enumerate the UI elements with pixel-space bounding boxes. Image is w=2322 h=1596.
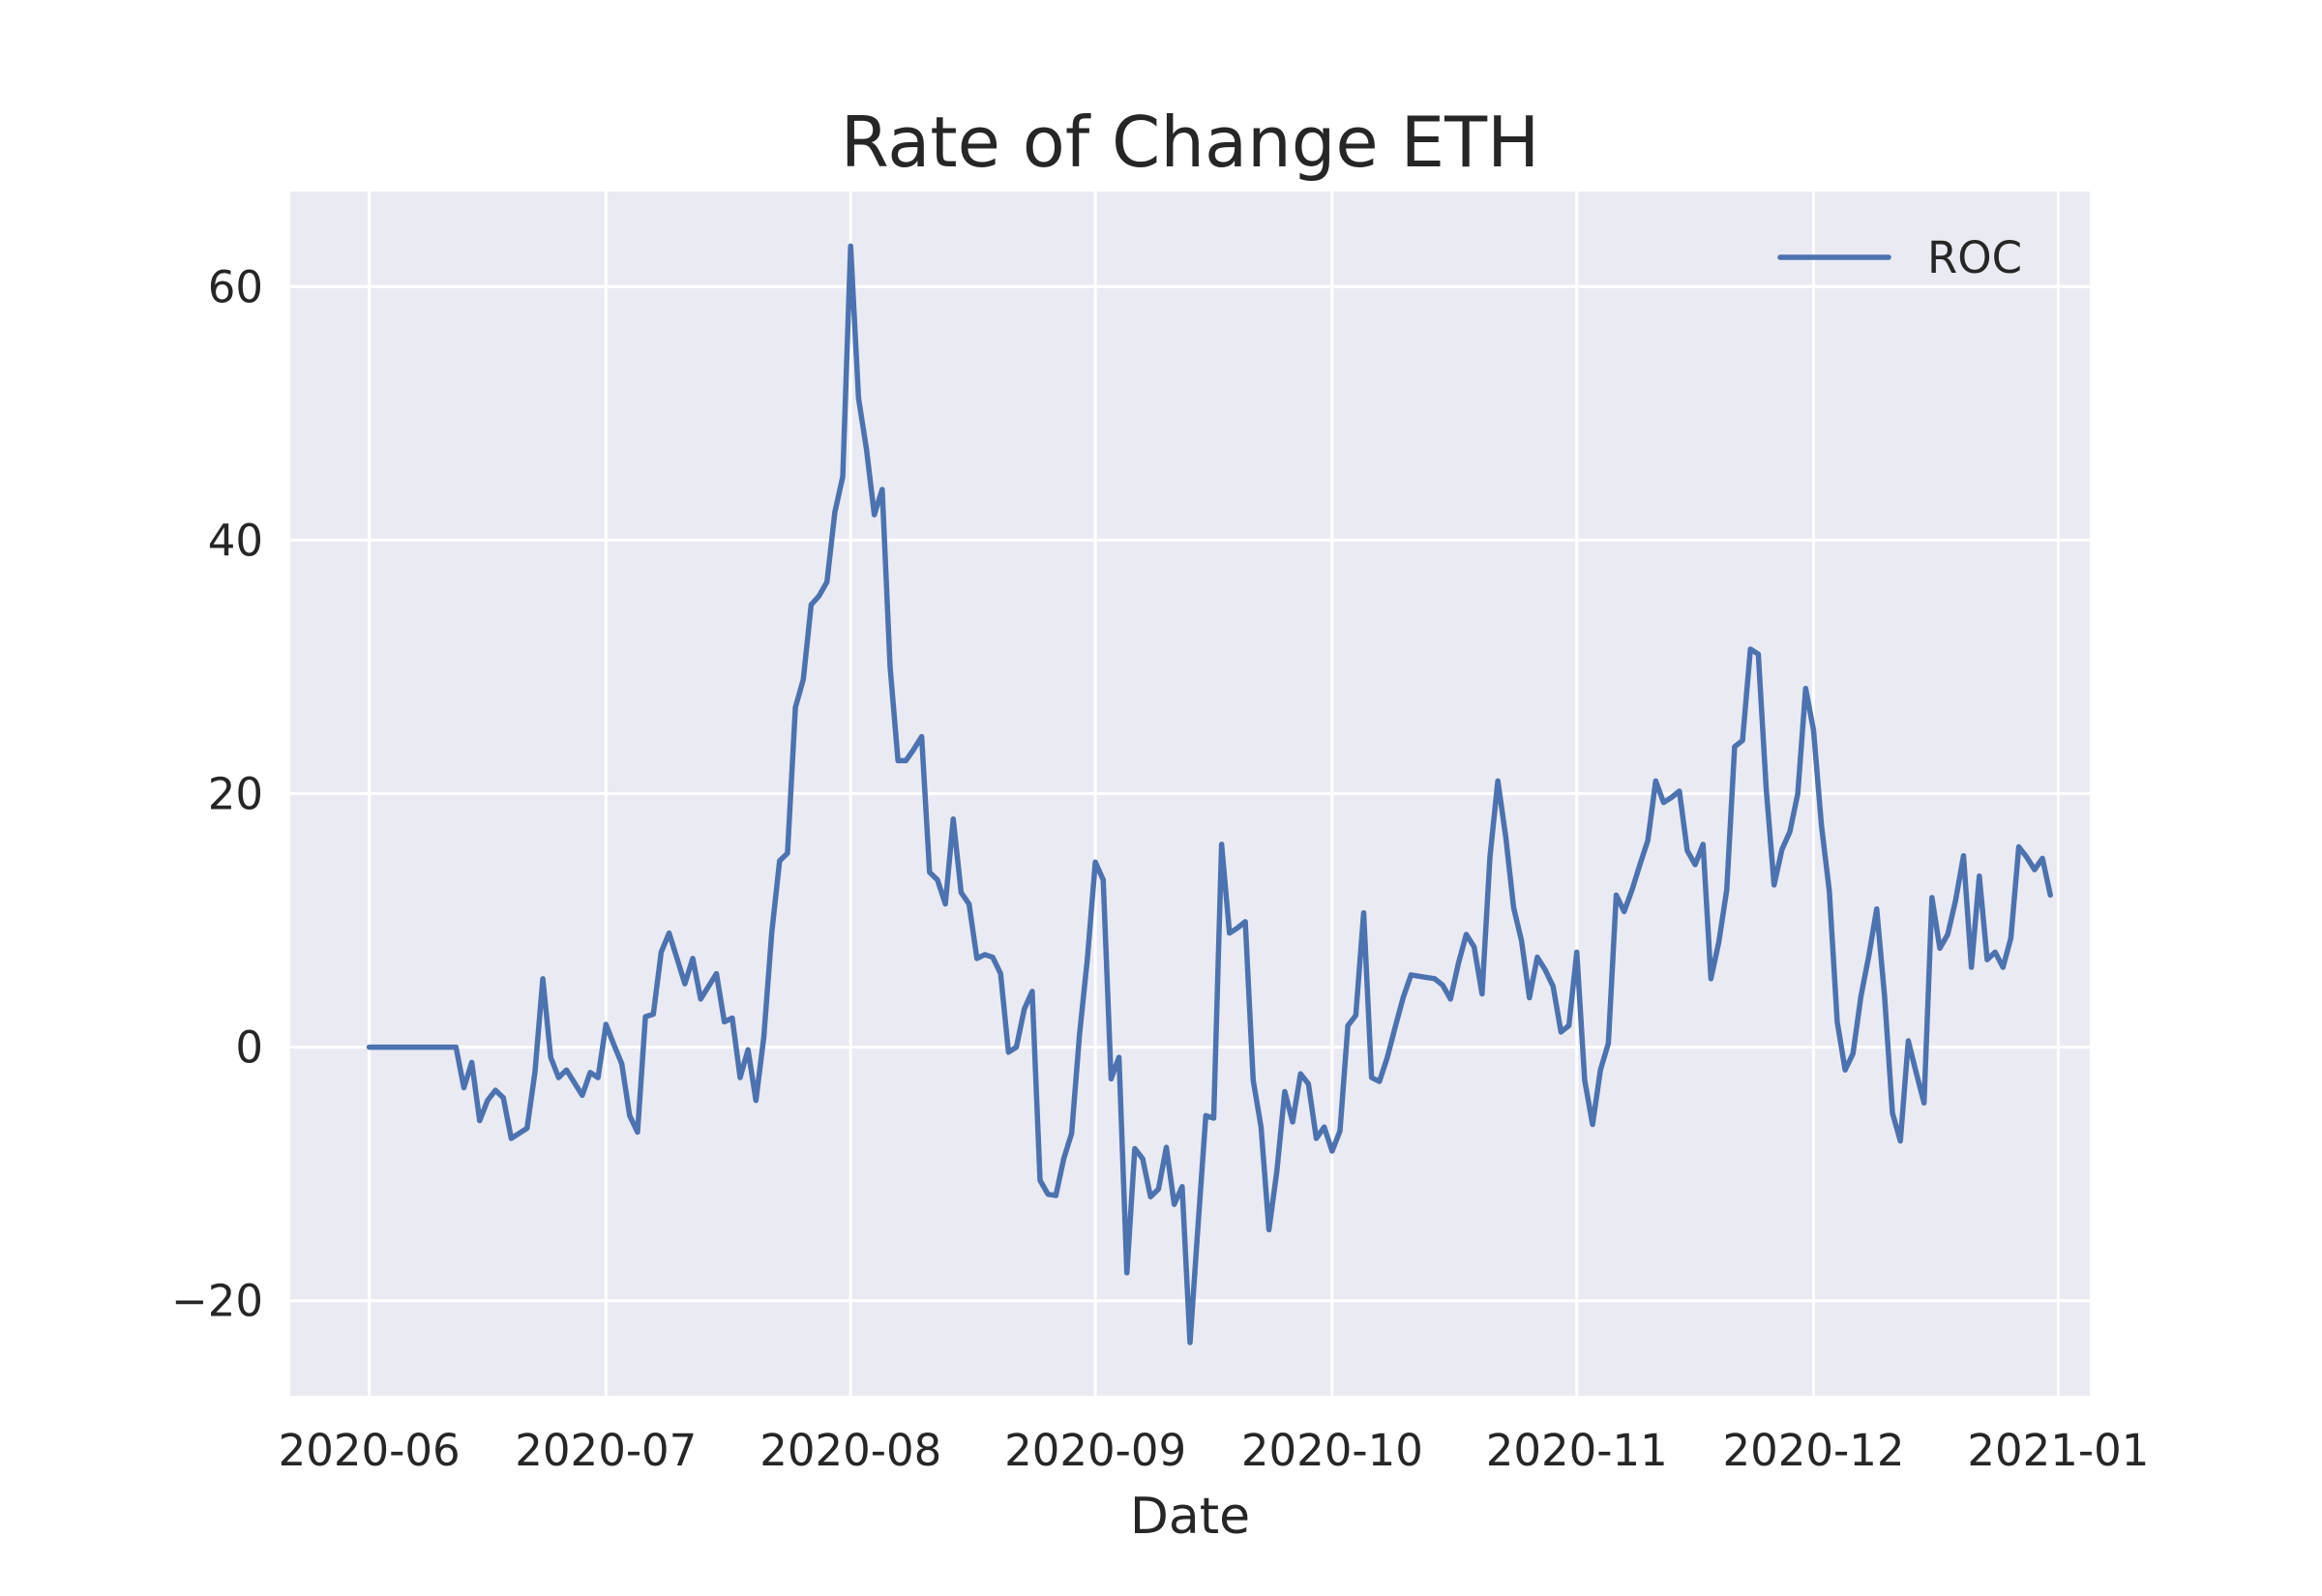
x-tick-label: 2020-12 bbox=[1722, 1425, 1904, 1476]
x-tick-label: 2020-08 bbox=[759, 1425, 941, 1476]
y-tick-label: 60 bbox=[208, 261, 263, 312]
x-tick-label: 2020-10 bbox=[1241, 1425, 1423, 1476]
y-tick-label: −20 bbox=[171, 1276, 263, 1327]
y-tick-label: 0 bbox=[235, 1022, 263, 1074]
y-tick-label: 40 bbox=[208, 515, 263, 566]
y-tick-labels: −20 0 20 40 60 bbox=[171, 261, 263, 1326]
legend: ROC bbox=[1777, 232, 2022, 283]
chart-title: Rate of Change ETH bbox=[841, 102, 1539, 183]
x-tick-label: 2020-11 bbox=[1486, 1425, 1668, 1476]
x-tick-label: 2020-06 bbox=[279, 1425, 461, 1476]
x-tick-labels: 2020-06 2020-07 2020-08 2020-09 2020-10 2020-… bbox=[279, 1425, 2150, 1476]
y-tick-label: 20 bbox=[208, 769, 263, 820]
x-tick-label: 2021-01 bbox=[1967, 1425, 2149, 1476]
series-line-roc bbox=[366, 243, 2053, 1345]
legend-label-roc: ROC bbox=[1927, 232, 2022, 283]
x-axis-label: Date bbox=[1130, 1488, 1250, 1546]
x-tick-label: 2020-09 bbox=[1004, 1425, 1186, 1476]
series-layer bbox=[366, 243, 2053, 1345]
x-tick-label: 2020-07 bbox=[515, 1425, 697, 1476]
